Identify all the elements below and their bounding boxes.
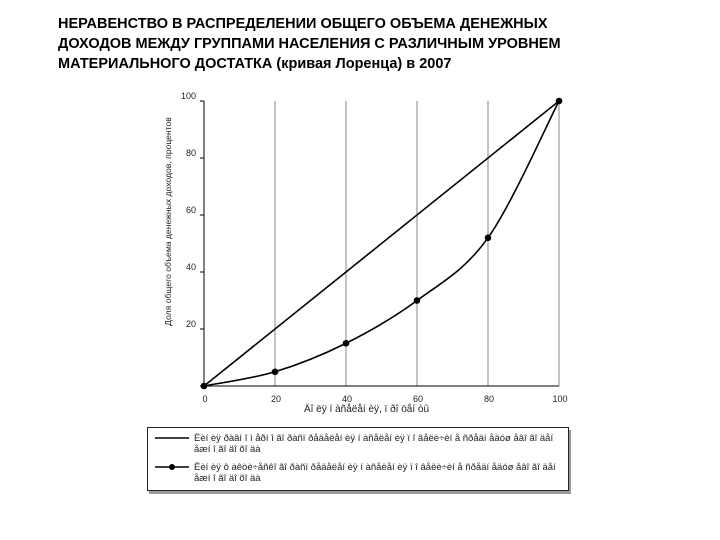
legend-dot-line-swatch [155, 464, 189, 470]
legend-label-actual: Ëèí èÿ ô àêòè÷åñêî ãî ðàñï ðåäåëåí èÿ í … [194, 462, 556, 484]
y-tick-label-20: 20 [186, 319, 196, 329]
y-tick-label-60: 60 [186, 205, 196, 215]
y-axis-label: Доля общего объема денежных доходов, про… [163, 117, 173, 326]
data-point-0 [200, 382, 208, 390]
x-tick-label-100: 100 [552, 394, 567, 404]
legend: Ëèí èÿ ðàâí î ì åðí î ãî ðàñï ðåäåëåí èÿ… [147, 427, 569, 491]
x-tick-labels: 0 20 40 60 80 100 [202, 394, 567, 404]
chart-title-line-3: МАТЕРИАЛЬНОГО ДОСТАТКА (кривая Лоренца) … [58, 56, 452, 72]
data-point-20 [271, 368, 279, 376]
legend-label-equal: Ëèí èÿ ðàâí î ì åðí î ãî ðàñï ðåäåëåí èÿ… [194, 433, 554, 455]
series-layer [200, 97, 563, 390]
legend-item-actual: Ëèí èÿ ô àêòè÷åñêî ãî ðàñï ðåäåëåí èÿ í … [154, 462, 562, 484]
chart-title-line-1: НЕРАВЕНСТВО В РАСПРЕДЕЛЕНИИ ОБЩЕГО ОБЪЕМ… [58, 16, 548, 32]
x-tick-label-0: 0 [202, 394, 207, 404]
y-tick-label-80: 80 [186, 148, 196, 158]
x-axis-label: Äî ëÿ í àñåëåí èÿ, ï ðî öåí òû [304, 403, 429, 415]
grid-lines [274, 101, 560, 386]
data-point-60 [413, 297, 421, 304]
legend-line-swatch [155, 437, 189, 439]
lorenz-chart: 20 40 60 80 100 0 20 40 60 80 100 Доля общего объ… [163, 91, 568, 415]
y-tick-label-100: 100 [181, 91, 196, 101]
x-tick-label-80: 80 [484, 394, 494, 404]
y-tick-label-40: 40 [186, 262, 196, 272]
chart-title: НЕРАВЕНСТВО В РАСПРЕДЕЛЕНИИ ОБЩЕГО ОБЪЕМ… [58, 14, 658, 74]
x-tick-label-20: 20 [271, 394, 281, 404]
x-tick-label-40: 40 [342, 394, 352, 404]
y-tick-labels: 20 40 60 80 100 [181, 91, 204, 387]
legend-item-equal: Ëèí èÿ ðàâí î ì åðí î ãî ðàñï ðåäåëåí èÿ… [154, 433, 562, 455]
chart-title-line-2: ДОХОДОВ МЕЖДУ ГРУППАМИ НАСЕЛЕНИЯ С РАЗЛИ… [58, 36, 561, 52]
data-point-100 [555, 97, 563, 105]
series-line-equal-distribution [203, 100, 560, 387]
x-tick-label-60: 60 [413, 394, 423, 404]
data-point-40 [342, 339, 350, 347]
data-point-80 [484, 234, 492, 242]
